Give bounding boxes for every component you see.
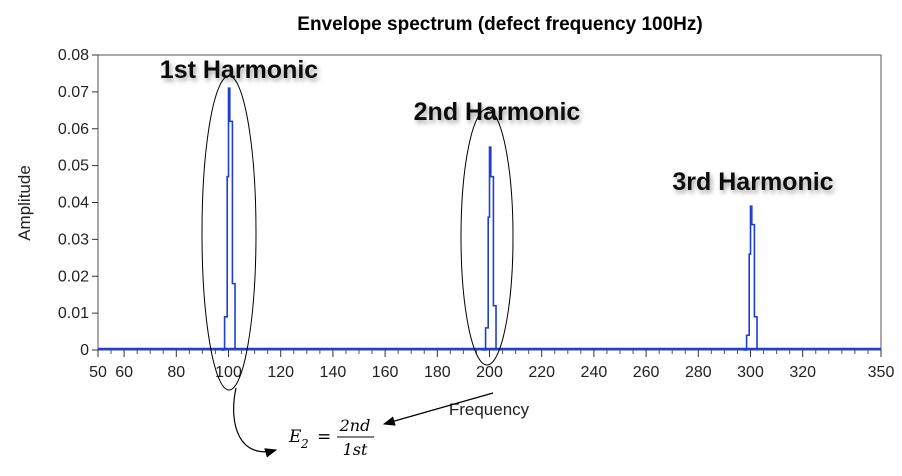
y-tick-label: 0.05 <box>58 158 89 175</box>
equation-lhs: E <box>288 427 302 447</box>
annotation-2nd-harmonic: 2nd Harmonic <box>414 98 581 126</box>
ratio-equation: E 2 = 2nd 1st <box>288 416 374 459</box>
equation-numerator: 2nd <box>339 416 371 435</box>
equation-denominator: 1st <box>343 440 368 459</box>
y-tick-label: 0.03 <box>58 231 89 248</box>
x-tick-label: 60 <box>115 364 133 381</box>
y-tick-label: 0.08 <box>58 47 89 64</box>
highlight-ellipse-2nd <box>460 108 514 366</box>
annotation-1st-harmonic: 1st Harmonic <box>160 56 318 84</box>
x-axis: 50 60 80 100 120 140 160 180 200 220 240 260 280 300 3… <box>89 350 894 381</box>
x-tick-label: 120 <box>267 364 294 381</box>
spectrum-peak-3 <box>743 205 758 351</box>
x-tick-label: 240 <box>581 364 608 381</box>
x-axis-label: Frequency <box>449 400 530 419</box>
x-tick-label: 260 <box>633 364 660 381</box>
x-tick-label: 160 <box>372 364 399 381</box>
y-tick-label: 0.01 <box>58 305 89 322</box>
x-tick-label: 200 <box>476 364 503 381</box>
chart-title: Envelope spectrum (defect frequency 100H… <box>297 14 702 35</box>
equation-subscript: 2 <box>300 437 309 451</box>
x-tick-label: 80 <box>167 364 185 381</box>
y-tick-label: 0.06 <box>58 121 89 138</box>
spectrum-peak-2 <box>482 146 497 351</box>
y-tick-label: 0.07 <box>58 84 89 101</box>
y-tick-label: 0.02 <box>58 268 89 285</box>
annotation-3rd-harmonic: 3rd Harmonic <box>672 168 833 196</box>
y-tick-label: 0.04 <box>58 195 89 212</box>
x-tick-label: 140 <box>320 364 347 381</box>
x-tick-label: 300 <box>737 364 764 381</box>
y-tick-label: 0 <box>80 342 89 359</box>
x-tick-label: 50 <box>89 364 107 381</box>
y-axis-label: Amplitude <box>15 165 34 241</box>
equation-equals: = <box>317 427 331 447</box>
y-axis: 0 0.01 0.02 0.03 0.04 0.05 0.06 0.07 0.08 <box>58 47 98 359</box>
series-spectrum <box>221 87 758 351</box>
x-tick-label: 320 <box>789 364 816 381</box>
spectrum-peak-1 <box>221 87 236 351</box>
arrow-from-2nd <box>382 392 494 426</box>
highlight-ellipse-1st <box>201 75 257 391</box>
x-tick-label: 100 <box>215 364 242 381</box>
arrow-from-1st <box>233 387 278 458</box>
x-tick-label: 220 <box>528 364 555 381</box>
x-tick-label: 280 <box>685 364 712 381</box>
x-tick-label: 180 <box>424 364 451 381</box>
x-tick-label: 350 <box>868 364 895 381</box>
